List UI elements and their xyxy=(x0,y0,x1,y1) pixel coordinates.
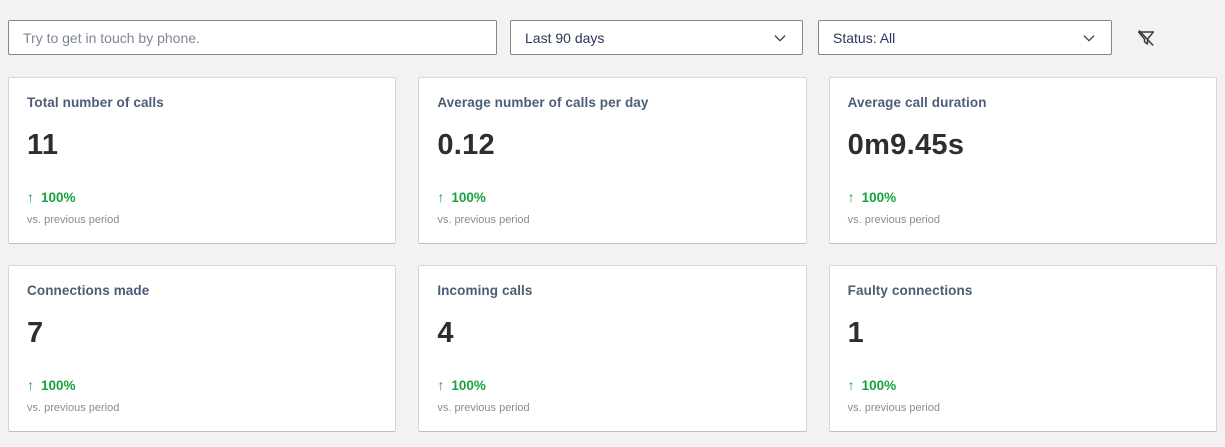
card-title: Connections made xyxy=(27,283,150,298)
card-value: 1 xyxy=(847,317,865,349)
delta-percent: 100% xyxy=(451,377,486,393)
card-title: Total number of calls xyxy=(27,95,164,110)
card-caption: vs. previous period xyxy=(847,402,940,414)
card-delta: ↑ 100% xyxy=(437,189,787,205)
stats-cards-grid: Total number of calls 11 ↑ 100% vs. prev… xyxy=(8,77,1217,432)
card-delta: ↑ 100% xyxy=(437,377,787,393)
card-delta: ↑ 100% xyxy=(848,377,1198,393)
filter-off-icon xyxy=(1137,29,1155,46)
chevron-down-icon xyxy=(774,34,786,41)
search-input[interactable] xyxy=(8,20,497,55)
status-filter-dropdown[interactable]: Status: All xyxy=(818,20,1112,55)
date-range-selected-value: Last 90 days xyxy=(525,29,605,46)
stat-card-incoming-calls: Incoming calls 4 ↑ 100% vs. previous per… xyxy=(418,265,807,432)
status-selected-value: Status: All xyxy=(833,29,896,46)
card-caption: vs. previous period xyxy=(437,214,530,226)
card-title: Average call duration xyxy=(847,95,987,110)
card-title: Average number of calls per day xyxy=(437,95,649,110)
card-value: 0m9.45s xyxy=(847,129,965,161)
stat-card-faulty-connections: Faulty connections 1 ↑ 100% vs. previous… xyxy=(828,265,1217,432)
card-caption: vs. previous period xyxy=(27,402,120,414)
card-delta: ↑ 100% xyxy=(27,189,377,205)
card-value: 7 xyxy=(27,317,44,349)
up-arrow-icon: ↑ xyxy=(847,377,855,393)
card-title: Incoming calls xyxy=(437,283,533,298)
clear-filters-button[interactable] xyxy=(1131,23,1161,53)
card-caption: vs. previous period xyxy=(437,402,530,414)
delta-percent: 100% xyxy=(41,189,76,205)
stat-card-avg-call-duration: Average call duration 0m9.45s ↑ 100% vs.… xyxy=(828,77,1217,244)
up-arrow-icon: ↑ xyxy=(437,377,445,393)
card-caption: vs. previous period xyxy=(27,214,120,226)
card-title: Faulty connections xyxy=(847,283,973,298)
card-value: 11 xyxy=(27,129,59,161)
card-delta: ↑ 100% xyxy=(27,377,377,393)
up-arrow-icon: ↑ xyxy=(27,189,34,205)
delta-percent: 100% xyxy=(861,189,897,205)
card-delta: ↑ 100% xyxy=(848,189,1198,205)
filters-toolbar: Last 90 days Status: All xyxy=(8,20,1217,55)
stat-card-total-calls: Total number of calls 11 ↑ 100% vs. prev… xyxy=(8,77,397,244)
delta-percent: 100% xyxy=(861,377,897,393)
stat-card-connections-made: Connections made 7 ↑ 100% vs. previous p… xyxy=(8,265,397,432)
up-arrow-icon: ↑ xyxy=(437,189,445,205)
date-range-dropdown[interactable]: Last 90 days xyxy=(510,20,803,55)
up-arrow-icon: ↑ xyxy=(27,377,34,393)
card-value: 0.12 xyxy=(437,129,495,161)
delta-percent: 100% xyxy=(451,189,486,205)
up-arrow-icon: ↑ xyxy=(847,189,855,205)
delta-percent: 100% xyxy=(41,377,76,393)
stat-card-avg-calls-per-day: Average number of calls per day 0.12 ↑ 1… xyxy=(418,77,807,244)
chevron-down-icon xyxy=(1083,34,1095,41)
card-value: 4 xyxy=(437,317,454,349)
card-caption: vs. previous period xyxy=(847,214,940,226)
